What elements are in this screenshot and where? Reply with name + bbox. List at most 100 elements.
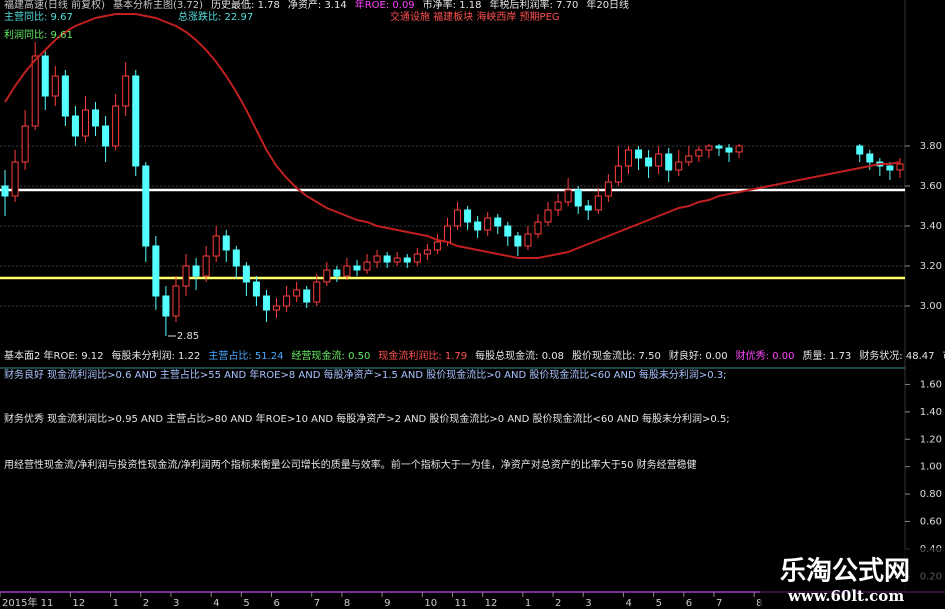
x-tick-label: 3 <box>173 598 179 609</box>
x-tick-label: 8 <box>344 598 350 609</box>
candle-body <box>41 55 49 97</box>
candle-body <box>373 255 381 263</box>
candle-body <box>735 145 743 153</box>
header-item: 净资产: 3.14 <box>287 0 347 11</box>
candle-body <box>464 209 472 223</box>
y-tick-label: 3.40 <box>920 221 942 232</box>
header-item: 年税后利润率: 7.70 <box>489 0 579 11</box>
header-row: 交通设施 福建板块 海峡西岸 预期PEG <box>390 12 568 24</box>
x-tick-label: 5 <box>656 598 662 609</box>
watermark-bg <box>760 548 945 608</box>
candle-body <box>11 161 19 197</box>
info-item: 财务状况: 48.47 <box>859 351 935 362</box>
formula-text: 用经营性现金流/净利润与投资性现金流/净利润两个指标来衡量公司增长的质量与效率。… <box>4 460 697 471</box>
candle-body <box>635 149 643 159</box>
candle-body <box>323 269 331 283</box>
candle-body <box>242 265 250 283</box>
x-tick-label: 6 <box>274 598 280 609</box>
candle-body <box>162 295 170 317</box>
formula-text: 财务良好 现金流利润比>0.6 AND 主营占比>55 AND 年ROE>8 A… <box>4 370 727 381</box>
candle-body <box>886 165 894 171</box>
candle-body <box>262 295 270 311</box>
watermark-url: www.60lt.com <box>787 587 904 605</box>
candle-body <box>71 115 79 137</box>
candle-body <box>313 281 321 303</box>
x-tick-label: 2015年 11 <box>2 596 53 609</box>
ma-line <box>4 13 901 259</box>
candle-body <box>102 125 110 147</box>
header-item: 历史最低: 1.78 <box>211 0 280 11</box>
header-item: 基本分析主图(3.72) <box>112 0 204 11</box>
watermark-title: 乐淘公式网 <box>780 557 910 587</box>
header-item: 总涨跌比: 22.97 <box>178 12 254 23</box>
candle-body <box>645 157 653 167</box>
x-tick-label: 3 <box>585 598 591 609</box>
candle-body <box>655 153 663 167</box>
candle-body <box>896 163 904 171</box>
y-tick-label: 1.60 <box>920 379 942 390</box>
header-row: 总涨跌比: 22.97 <box>178 12 261 24</box>
candle-body <box>21 125 29 163</box>
candle-body <box>413 253 421 263</box>
candle-body <box>665 153 673 171</box>
info-item: 现金流利润比: 1.79 <box>378 351 468 362</box>
candle-body <box>524 233 532 247</box>
candle-body <box>695 149 703 157</box>
candle-body <box>363 261 371 271</box>
candle-body <box>403 257 411 263</box>
candle-body <box>393 257 401 263</box>
x-tick-label: 2 <box>143 598 149 609</box>
candle-body <box>715 145 723 149</box>
candle-body <box>222 235 230 251</box>
y-tick-label: 3.60 <box>920 181 942 192</box>
candle-body <box>594 195 602 211</box>
candle-body <box>494 217 502 227</box>
candle-body <box>454 209 462 227</box>
candle-body <box>142 165 150 247</box>
info-item: 财良好: 0.00 <box>668 351 728 362</box>
candle-body <box>624 149 632 167</box>
candle-body <box>152 245 160 297</box>
y-tick-label: 3.20 <box>920 261 942 272</box>
candle-body <box>614 165 622 183</box>
candle-body <box>172 285 180 317</box>
x-tick-label: 6 <box>686 598 692 609</box>
x-tick-label: 4 <box>625 598 631 609</box>
x-tick-label: 4 <box>213 598 219 609</box>
candle-body <box>675 161 683 171</box>
candle-body <box>504 225 512 237</box>
low-label: 2.85 <box>177 331 199 342</box>
candle-body <box>725 147 733 153</box>
header-item: 福建高速(日线 前复权) <box>4 0 105 11</box>
candle-body <box>433 241 441 251</box>
header-item: 年ROE: 0.09 <box>354 0 415 11</box>
formula-line: 财务良好 现金流利润比>0.6 AND 主营占比>55 AND 年ROE>8 A… <box>4 370 735 382</box>
x-tick-label: 5 <box>243 598 249 609</box>
y-tick-label: 3.00 <box>920 301 942 312</box>
header-row: 福建高速(日线 前复权) 基本分析主图(3.72) 历史最低: 1.78 净资产: 3… <box>4 0 637 12</box>
candle-body <box>705 145 713 151</box>
info-bar: 基本面2 年ROE: 9.12 每股未分利润: 1.22 主营占比: 51.24 经营… <box>4 351 945 363</box>
header-item: 市净率: 1.18 <box>422 0 482 11</box>
formula-line: 用经营性现金流/净利润与投资性现金流/净利润两个指标来衡量公司增长的质量与效率。… <box>4 460 705 472</box>
info-item: 经营现金流: 0.50 <box>291 351 371 362</box>
x-tick-label: 7 <box>716 598 722 609</box>
header-item: 年20日线 <box>586 0 630 11</box>
candle-body <box>122 75 130 107</box>
candle-body <box>534 221 542 235</box>
candle-body <box>866 153 874 163</box>
x-tick-label: 10 <box>424 598 437 609</box>
x-tick-label: 12 <box>72 598 85 609</box>
info-item: 市缘率: 0.01 <box>943 351 945 362</box>
header-row: 利润同比: 9.61 <box>4 30 81 42</box>
info-item: 财优秀: 0.00 <box>735 351 795 362</box>
candle-body <box>443 225 451 243</box>
x-tick-label: 7 <box>314 598 320 609</box>
candle-body <box>514 235 522 247</box>
y-tick-label: 0.60 <box>920 516 942 527</box>
x-tick-label: 8 <box>756 598 762 609</box>
candle-body <box>1 185 9 197</box>
candle-body <box>232 249 240 267</box>
